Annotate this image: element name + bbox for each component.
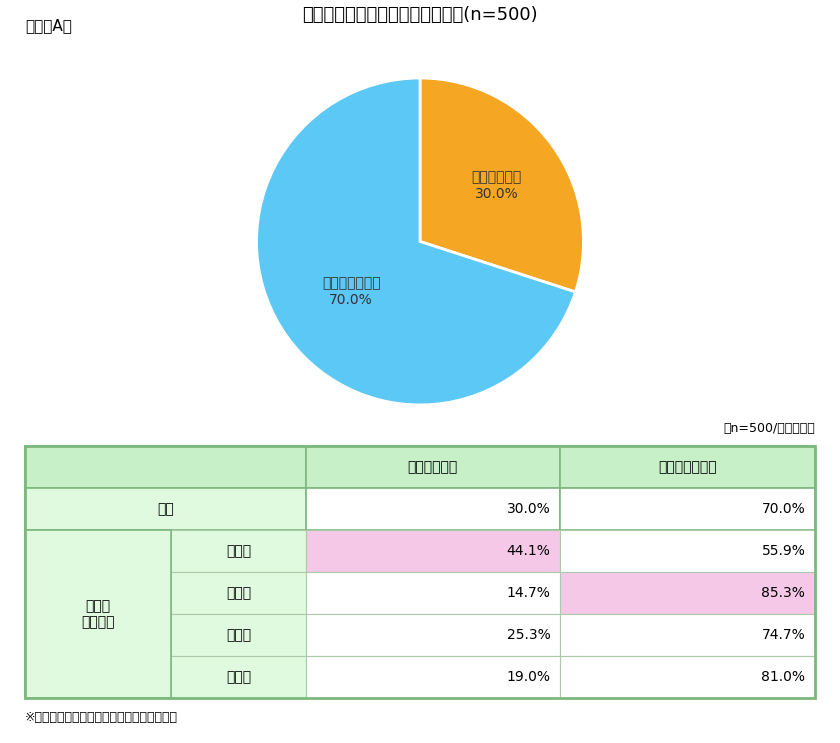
Bar	[306, 614, 559, 656]
Text: 14.7%: 14.7%	[507, 586, 550, 600]
Bar	[306, 446, 559, 488]
Text: 44.1%: 44.1%	[507, 544, 550, 558]
Bar	[559, 488, 815, 530]
Bar	[25, 488, 306, 530]
Text: 19.0%: 19.0%	[507, 670, 550, 684]
Bar	[171, 656, 306, 698]
Text: 74.7%: 74.7%	[762, 629, 806, 642]
Text: 実施している: 実施している	[407, 460, 458, 474]
Wedge shape	[256, 78, 575, 405]
Text: 実施していない
70.0%: 実施していない 70.0%	[322, 276, 381, 307]
Text: 55.9%: 55.9%	[761, 544, 806, 558]
Text: （n=500/単一回答）: （n=500/単一回答）	[723, 422, 815, 435]
Text: 85.3%: 85.3%	[761, 586, 806, 600]
Text: 81.0%: 81.0%	[761, 670, 806, 684]
Bar	[559, 614, 815, 656]
Text: その他: その他	[226, 670, 251, 684]
Bar	[306, 572, 559, 614]
Text: 全体: 全体	[157, 502, 174, 516]
Title: テレワークを実施していますか？(n=500): テレワークを実施していますか？(n=500)	[302, 7, 538, 25]
Text: 実施している
30.0%: 実施している 30.0%	[471, 171, 522, 201]
Bar	[25, 446, 306, 488]
Bar	[559, 446, 815, 488]
Bar	[171, 614, 306, 656]
Bar	[25, 530, 171, 698]
Text: 実施していない: 実施していない	[658, 460, 717, 474]
Text: ※背景色付きは、全体の回答を上回った項目: ※背景色付きは、全体の回答を上回った項目	[25, 712, 178, 724]
Text: 現在の
居住地域: 現在の 居住地域	[81, 599, 115, 629]
Text: （図表A）: （図表A）	[25, 19, 72, 33]
Bar	[306, 488, 559, 530]
Text: 近畿圈: 近畿圈	[226, 629, 251, 642]
Wedge shape	[420, 78, 584, 292]
Text: 30.0%: 30.0%	[507, 502, 550, 516]
Bar	[559, 530, 815, 572]
Bar	[559, 572, 815, 614]
Text: 中京圈: 中京圈	[226, 586, 251, 600]
Bar	[559, 656, 815, 698]
Text: 首都圈: 首都圈	[226, 544, 251, 558]
Bar	[306, 656, 559, 698]
Bar	[171, 572, 306, 614]
Text: 70.0%: 70.0%	[762, 502, 806, 516]
Text: 25.3%: 25.3%	[507, 629, 550, 642]
Bar	[306, 530, 559, 572]
Bar	[171, 530, 306, 572]
